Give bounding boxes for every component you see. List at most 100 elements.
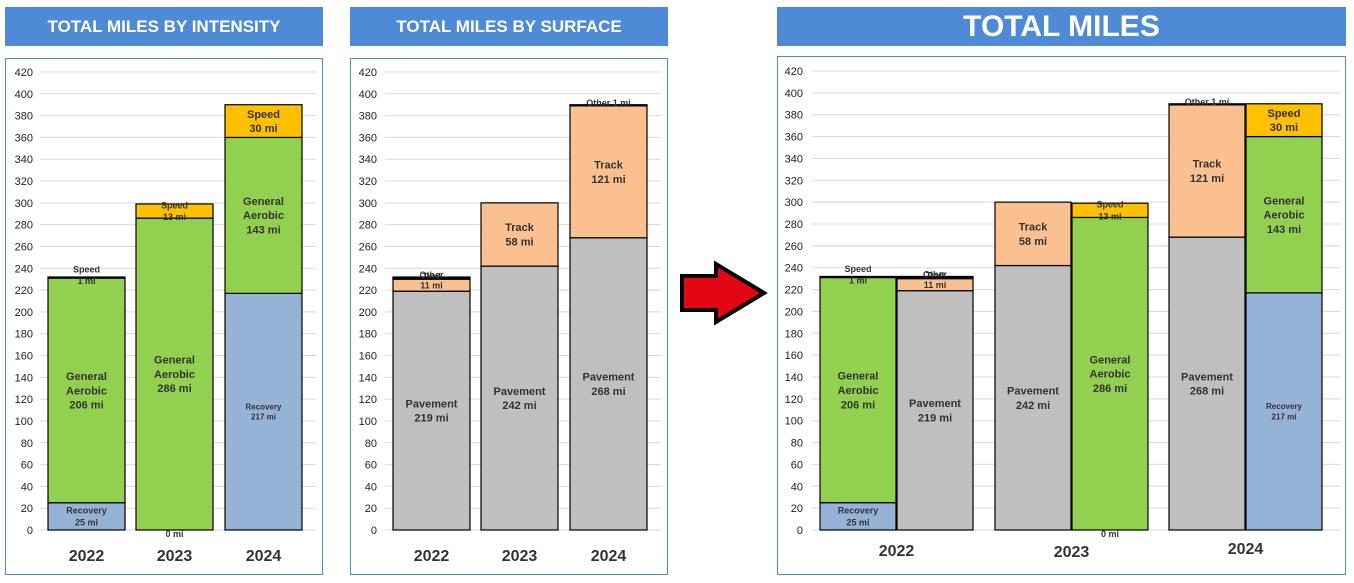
bar-segment-speed bbox=[224, 104, 303, 139]
data-label: 11 mi bbox=[924, 280, 947, 290]
data-label: 242 mi bbox=[1016, 400, 1050, 412]
data-label: Other 1 mi bbox=[1185, 97, 1230, 107]
y-tick-label: 80 bbox=[365, 438, 377, 450]
data-label: 11 mi bbox=[420, 280, 443, 290]
data-label: Other bbox=[923, 270, 948, 280]
x-tick-label: 2024 bbox=[591, 548, 627, 565]
y-tick-label: 60 bbox=[791, 459, 803, 471]
arrow-shape bbox=[680, 260, 768, 326]
y-tick-label: 60 bbox=[365, 460, 377, 472]
x-tick-label: 2022 bbox=[879, 543, 915, 560]
y-tick-label: 340 bbox=[785, 153, 803, 165]
data-label: 13 mi bbox=[163, 212, 186, 222]
y-tick-label: 0 bbox=[371, 525, 377, 537]
data-label: Speed bbox=[247, 109, 280, 121]
data-label: Aerobic bbox=[838, 385, 879, 397]
data-label: Speed bbox=[73, 264, 100, 274]
bar-segment-pavement bbox=[896, 290, 974, 531]
y-tick-label: 320 bbox=[359, 176, 377, 188]
bar-segment-other bbox=[392, 276, 471, 279]
data-label: 286 mi bbox=[1093, 383, 1127, 395]
data-label: 143 mi bbox=[1267, 224, 1301, 236]
y-tick-label: 100 bbox=[359, 416, 377, 428]
data-label: Speed bbox=[1267, 108, 1300, 120]
bar-segment-recovery bbox=[47, 502, 126, 531]
bar-segment-pavement bbox=[480, 265, 559, 531]
y-tick-label: 380 bbox=[359, 111, 377, 123]
chart2-title: TOTAL MILES BY SURFACE bbox=[350, 7, 668, 46]
y-tick-label: 300 bbox=[15, 198, 33, 210]
data-label: 217 mi bbox=[1272, 412, 1297, 421]
data-label: 121 mi bbox=[591, 174, 625, 186]
data-label: Trail bbox=[422, 271, 441, 281]
y-tick-label: 100 bbox=[15, 416, 33, 428]
y-tick-label: 360 bbox=[359, 132, 377, 144]
y-tick-label: 180 bbox=[359, 329, 377, 341]
y-tick-label: 20 bbox=[21, 503, 33, 515]
y-tick-label: 240 bbox=[15, 263, 33, 275]
data-label: Pavement bbox=[909, 398, 961, 410]
bar-segment-general-aerobic bbox=[47, 277, 126, 504]
data-label: 219 mi bbox=[918, 412, 952, 424]
data-label: 1 mi bbox=[849, 275, 867, 285]
data-label: Pavement bbox=[406, 398, 458, 410]
x-tick-label: 2023 bbox=[1054, 544, 1090, 561]
data-label: General bbox=[154, 355, 195, 367]
data-label: 0 mi bbox=[1101, 529, 1119, 539]
bar-segment-other bbox=[1168, 103, 1246, 106]
bar-segment-speed bbox=[819, 275, 897, 279]
data-label: 30 mi bbox=[1270, 122, 1298, 134]
bar-segment-pavement bbox=[994, 264, 1072, 531]
y-tick-label: 420 bbox=[785, 66, 803, 78]
y-tick-label: 80 bbox=[21, 438, 33, 450]
y-tick-label: 80 bbox=[791, 438, 803, 450]
data-label: Aerobic bbox=[66, 385, 107, 397]
data-label: Aerobic bbox=[1090, 369, 1131, 381]
chart1-title: TOTAL MILES BY INTENSITY bbox=[5, 7, 323, 46]
data-label: 121 mi bbox=[1190, 173, 1224, 185]
data-label: General bbox=[838, 371, 879, 383]
y-tick-label: 100 bbox=[785, 416, 803, 428]
y-tick-label: 180 bbox=[785, 328, 803, 340]
y-tick-label: 160 bbox=[15, 351, 33, 363]
y-tick-label: 400 bbox=[15, 89, 33, 101]
y-tick-label: 120 bbox=[785, 394, 803, 406]
y-tick-label: 240 bbox=[785, 263, 803, 275]
y-tick-label: 40 bbox=[365, 481, 377, 493]
data-label: Recovery bbox=[66, 506, 107, 516]
data-label: Trail bbox=[926, 271, 945, 281]
bar-segment-other bbox=[896, 275, 974, 279]
bar-segment-recovery bbox=[1245, 292, 1323, 531]
y-tick-label: 220 bbox=[785, 285, 803, 297]
y-tick-label: 400 bbox=[359, 89, 377, 101]
x-tick-label: 2023 bbox=[157, 548, 193, 565]
y-tick-label: 200 bbox=[359, 307, 377, 319]
bar-segment-speed bbox=[135, 203, 214, 219]
x-tick-label: 2022 bbox=[414, 548, 450, 565]
y-tick-label: 380 bbox=[785, 110, 803, 122]
y-tick-label: 320 bbox=[785, 175, 803, 187]
data-label: 30 mi bbox=[249, 123, 277, 135]
chart3-title: TOTAL MILES bbox=[777, 7, 1346, 46]
data-label: General bbox=[243, 196, 284, 208]
y-tick-label: 400 bbox=[785, 88, 803, 100]
bar-segment-general-aerobic bbox=[135, 217, 214, 531]
x-tick-label: 2024 bbox=[1228, 541, 1264, 558]
bar-segment-speed bbox=[1071, 202, 1149, 219]
data-label: Aerobic bbox=[1264, 210, 1305, 222]
y-tick-label: 260 bbox=[15, 241, 33, 253]
data-label: 242 mi bbox=[502, 400, 536, 412]
y-tick-label: 420 bbox=[15, 67, 33, 79]
data-label: Aerobic bbox=[243, 210, 284, 222]
y-tick-label: 140 bbox=[785, 372, 803, 384]
y-tick-label: 140 bbox=[359, 372, 377, 384]
data-label: 25 mi bbox=[75, 517, 98, 527]
bar-segment-track bbox=[1168, 104, 1246, 238]
data-label: General bbox=[66, 371, 107, 383]
y-tick-label: 200 bbox=[15, 307, 33, 319]
data-label: 268 mi bbox=[591, 386, 625, 398]
y-tick-label: 120 bbox=[359, 394, 377, 406]
